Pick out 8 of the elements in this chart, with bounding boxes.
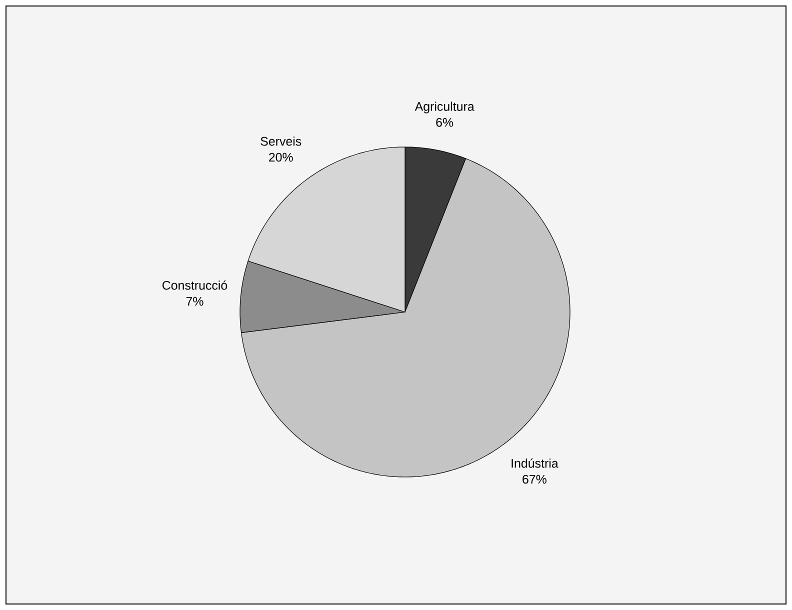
data-label: 20% <box>269 152 293 162</box>
slice-label: Serveis <box>260 136 302 146</box>
slice-label: Indústria <box>512 458 558 468</box>
slice-label: Construcció <box>162 280 228 290</box>
data-label: 67% <box>522 474 546 484</box>
slice-label: Agricultura <box>414 102 474 114</box>
data-label: 6% <box>436 118 454 127</box>
data-label: 7% <box>186 296 204 306</box>
